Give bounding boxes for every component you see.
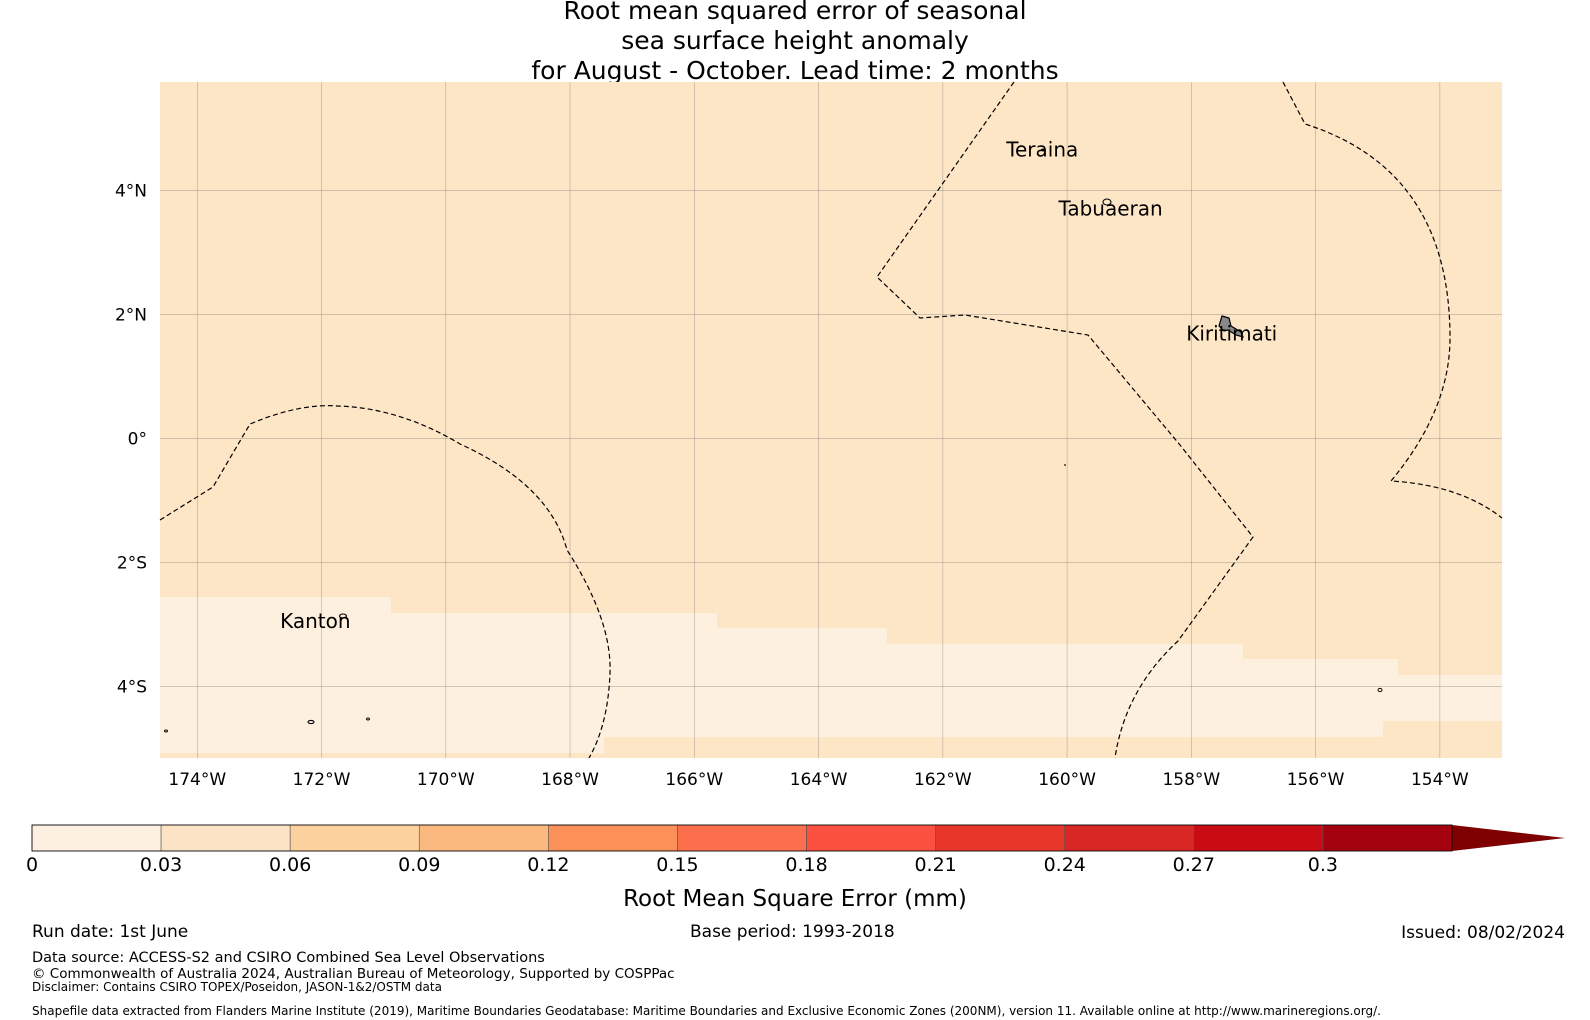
lon-tick-label: 154°W — [1411, 770, 1469, 790]
island-small-2 — [366, 717, 370, 721]
map-title: Root mean squared error of seasonal sea … — [0, 0, 1590, 86]
place-label: Kiritimati — [1186, 322, 1277, 346]
colorbar-extend-arrow — [1452, 825, 1565, 851]
map-title-line3: for August - October. Lead time: 2 month… — [531, 56, 1059, 85]
colorbar-tick-label: 0.03 — [139, 854, 183, 876]
colorbar-segment — [806, 824, 936, 852]
colorbar-title: Root Mean Square Error (mm) — [623, 886, 967, 912]
copyright: © Commonwealth of Australia 2024, Austra… — [32, 966, 675, 982]
eez-boundary-phoenix-islands — [159, 405, 611, 759]
islands — [164, 148, 1383, 733]
lon-tick-label: 166°W — [665, 770, 723, 790]
colorbar-tick-label: 0.12 — [527, 854, 570, 876]
lon-tick-label: 160°W — [1038, 770, 1096, 790]
lat-tick-label: 4°S — [117, 678, 147, 698]
island-small-4 — [1064, 464, 1066, 466]
lon-tick-label: 158°W — [1162, 770, 1220, 790]
lat-tick-label: 4°N — [115, 182, 147, 202]
lat-tick-label: 2°N — [115, 306, 147, 326]
lon-tick-label: 156°W — [1287, 770, 1345, 790]
colorbar-segment — [1322, 824, 1453, 852]
colorbar-segment — [935, 824, 1066, 852]
lon-tick-label: 168°W — [541, 770, 599, 790]
run-date: Run date: 1st June — [32, 922, 189, 942]
colorbar-tick-label: 0.06 — [269, 854, 312, 876]
colorbar — [31, 824, 1565, 852]
lon-tick-label: 162°W — [914, 770, 972, 790]
colorbar-tick-label: 0.27 — [1172, 854, 1215, 876]
colorbar-segment — [31, 824, 162, 852]
place-labels: Teraina Tabuaeran Kiritimati Kanton — [280, 137, 1277, 632]
island-small-5 — [164, 729, 168, 733]
eez-boundary-northeast — [1282, 81, 1503, 519]
issued-date: Issued: 08/02/2024 — [1401, 923, 1565, 943]
island-small-3 — [1377, 687, 1383, 693]
island-tabuaeran-shape — [1102, 198, 1112, 206]
rmse-field — [160, 82, 1502, 758]
colorbar-segment — [160, 824, 291, 852]
colorbar-tick-label: 0.15 — [656, 854, 699, 876]
data-source: Data source: ACCESS-S2 and CSIRO Combine… — [32, 950, 545, 966]
colorbar-tick-label: 0.09 — [398, 854, 441, 876]
colorbar-segment — [1193, 824, 1324, 852]
disclaimer: Disclaimer: Contains CSIRO TOPEX/Poseido… — [32, 980, 442, 994]
island-small-1 — [307, 719, 315, 725]
lat-tick-label: 2°S — [117, 554, 147, 574]
eez-boundary-kiribati-line-islands — [876, 81, 1254, 759]
graticule — [160, 82, 1502, 758]
lon-tick-label: 170°W — [417, 770, 475, 790]
field-low-band — [160, 597, 1502, 753]
colorbar-segment — [289, 824, 420, 852]
lon-tick-label: 172°W — [293, 770, 351, 790]
lat-tick-label: 0° — [128, 430, 147, 450]
place-label: Teraina — [1005, 137, 1078, 161]
colorbar-tick-label: 0.24 — [1043, 854, 1086, 876]
island-kanton-shape — [338, 613, 348, 619]
place-label: Tabuaeran — [1057, 196, 1162, 220]
colorbar-tick-label: 0.18 — [785, 854, 828, 876]
place-label: Kanton — [280, 609, 350, 633]
shapefile-credit: Shapefile data extracted from Flanders M… — [32, 1004, 1381, 1018]
map-title-line2: sea surface height anomaly — [621, 26, 969, 55]
colorbar-tick-label: 0 — [25, 854, 39, 876]
colorbar-outline — [31, 824, 1453, 852]
island-teraina-shape — [1041, 148, 1045, 152]
map-title-line1: Root mean squared error of seasonal — [563, 0, 1027, 25]
map-axes: 174°W 172°W 170°W 168°W 166°W 164°W 162°W 160°W… — [115, 182, 1469, 790]
lon-tick-label: 164°W — [790, 770, 848, 790]
colorbar-tick-label: 0.3 — [1307, 854, 1339, 876]
colorbar-segment — [548, 824, 678, 852]
lon-tick-label: 174°W — [168, 770, 226, 790]
colorbar-segment — [1064, 824, 1195, 852]
colorbar-tick-label: 0.21 — [914, 854, 957, 876]
eez-boundaries — [159, 81, 1503, 759]
island-kiritimati-shape — [1218, 315, 1245, 338]
colorbar-segment — [677, 824, 807, 852]
colorbar-segment — [418, 824, 549, 852]
base-period: Base period: 1993-2018 — [690, 922, 895, 942]
